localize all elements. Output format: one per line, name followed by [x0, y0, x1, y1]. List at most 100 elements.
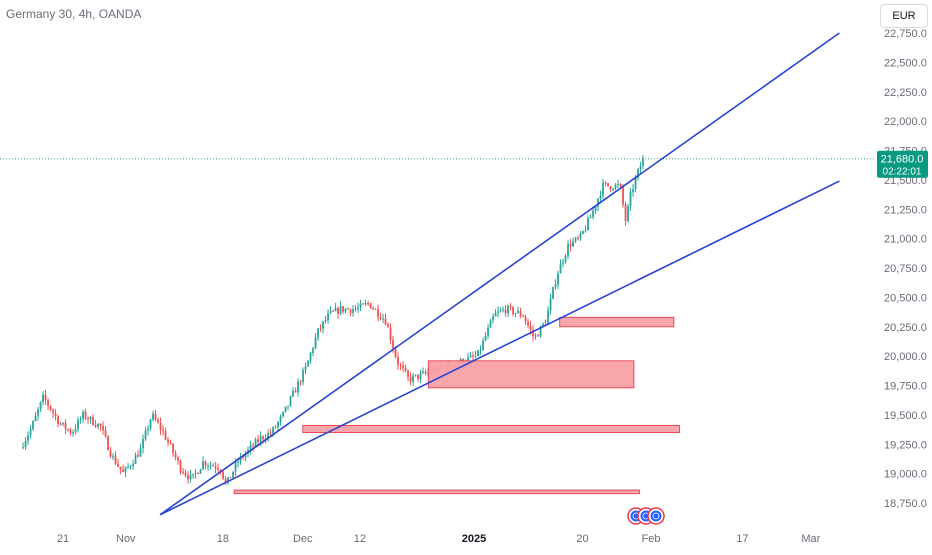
candle — [604, 181, 607, 187]
candle — [484, 331, 487, 342]
candle — [547, 306, 549, 325]
candle — [294, 387, 297, 393]
candle — [627, 203, 629, 223]
candle — [174, 450, 177, 461]
candle — [139, 443, 142, 457]
last-price-badge-layer: 21,680.002:22:01 — [877, 150, 928, 178]
candle — [232, 471, 234, 479]
candle — [299, 379, 302, 386]
candle — [479, 345, 482, 355]
candle — [527, 318, 529, 328]
candle — [424, 369, 427, 376]
candle — [567, 240, 569, 260]
candle — [154, 409, 157, 422]
candle — [482, 337, 484, 352]
candle — [614, 183, 617, 191]
candle — [419, 369, 422, 384]
candle — [549, 293, 552, 315]
candle — [204, 460, 207, 470]
candle — [474, 350, 477, 359]
candle — [119, 466, 122, 475]
candle — [57, 414, 59, 427]
candle — [159, 417, 162, 436]
candle — [629, 188, 632, 211]
candle — [582, 230, 584, 235]
price-tick-label: 22,250.0 — [884, 87, 927, 99]
time-axis[interactable]: 21 Nov 18 Dec 12 2025 20 Feb 17 Mar — [57, 533, 821, 545]
candle — [217, 463, 219, 473]
candle — [524, 314, 527, 325]
time-tick-label: 2025 — [462, 533, 486, 545]
candle — [209, 461, 212, 470]
supply-demand-zone[interactable] — [233, 489, 641, 495]
last-price-label: 21,680.0 — [881, 154, 924, 166]
candle — [537, 333, 539, 337]
candle — [192, 473, 194, 479]
candle — [254, 437, 257, 447]
trendline[interactable] — [159, 180, 840, 516]
candle — [509, 302, 512, 311]
candle — [117, 459, 119, 468]
price-axis[interactable]: 22,750.022,500.022,250.022,000.021,750.0… — [876, 0, 932, 550]
candle — [492, 313, 494, 324]
candle — [82, 409, 84, 423]
candle — [637, 168, 639, 181]
trendline[interactable] — [159, 32, 840, 516]
event-icons[interactable] — [627, 507, 665, 525]
candle — [357, 302, 359, 314]
candle — [207, 463, 209, 471]
time-tick-label: 17 — [736, 533, 748, 545]
candle — [39, 401, 42, 413]
economic-event-icon[interactable] — [647, 507, 665, 525]
candle — [532, 325, 534, 342]
candle — [22, 442, 24, 450]
candle — [322, 320, 324, 334]
candle — [624, 201, 627, 226]
candle — [572, 237, 574, 248]
candle — [517, 306, 519, 314]
candle — [257, 434, 259, 446]
supply-demand-zone[interactable] — [302, 424, 681, 434]
candle — [409, 372, 412, 386]
candle — [34, 412, 37, 422]
candle — [362, 302, 364, 305]
candle — [469, 351, 472, 358]
candle — [642, 155, 644, 169]
candle — [224, 475, 227, 486]
trendlines-layer[interactable] — [159, 32, 840, 516]
candle — [127, 462, 129, 469]
candle — [569, 238, 572, 252]
candle — [187, 471, 189, 484]
candle — [417, 374, 419, 382]
price-tick-label: 21,250.0 — [884, 204, 927, 216]
candle — [282, 411, 284, 418]
candle — [184, 469, 187, 478]
candle — [27, 431, 29, 445]
candle — [552, 286, 554, 300]
candle — [287, 405, 289, 411]
zones-layer[interactable] — [233, 316, 681, 495]
price-tick-label: 20,500.0 — [884, 292, 927, 304]
candle — [584, 225, 587, 233]
candle — [499, 307, 502, 313]
candle — [477, 349, 479, 357]
currency-button[interactable]: EUR — [880, 4, 928, 28]
candle — [99, 423, 102, 431]
candle — [414, 374, 417, 377]
time-tick-label: 21 — [57, 533, 69, 545]
candle — [587, 215, 589, 231]
price-tick-label: 21,000.0 — [884, 234, 927, 246]
candle — [612, 187, 614, 192]
candle — [489, 318, 492, 328]
candle — [494, 309, 497, 317]
supply-demand-zone[interactable] — [559, 316, 675, 328]
candle — [602, 179, 604, 200]
candle — [497, 306, 499, 318]
candle — [349, 308, 352, 317]
candle — [109, 446, 112, 458]
supply-demand-zone[interactable] — [427, 360, 635, 389]
candle — [304, 362, 307, 375]
candle — [557, 270, 559, 289]
